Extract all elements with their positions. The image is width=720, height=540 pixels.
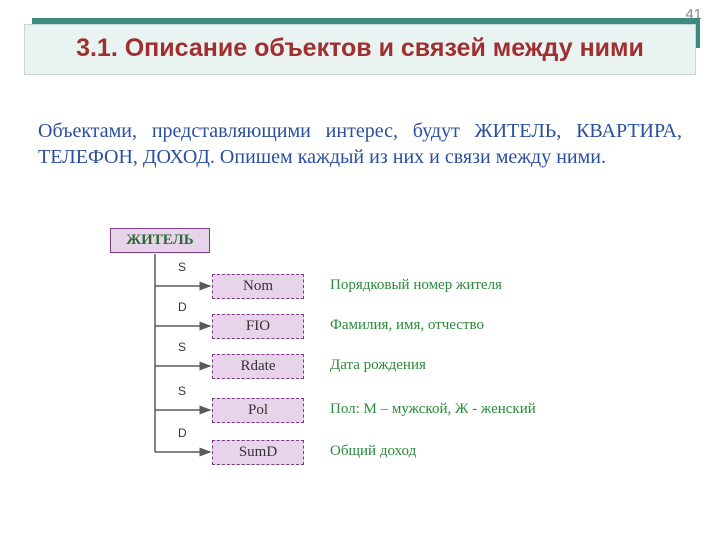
attribute-description: Фамилия, имя, отчество: [330, 317, 484, 334]
attribute-box: SumD: [212, 440, 304, 465]
attribute-box: Pol: [212, 398, 304, 423]
attribute-description: Дата рождения: [330, 357, 426, 374]
paragraph: Объектами, представляющими интерес, буду…: [38, 118, 682, 170]
attr-letter: S: [178, 384, 186, 398]
attribute-box: Nom: [212, 274, 304, 299]
slide-title: 3.1. Описание объектов и связей между ни…: [24, 24, 696, 75]
attribute-description: Общий доход: [330, 443, 416, 460]
entity-diagram: ЖИТЕЛЬ S Nom Порядковый номер жителя D FIO Фам…: [0, 226, 720, 526]
title-container: 3.1. Описание объектов и связей между ни…: [24, 24, 696, 75]
connector-lines: [0, 226, 720, 526]
attribute-description: Пол: М – мужской, Ж - женский: [330, 401, 536, 418]
attr-letter: D: [178, 426, 187, 440]
attribute-description: Порядковый номер жителя: [330, 277, 502, 294]
attribute-box: FIO: [212, 314, 304, 339]
attr-letter: D: [178, 300, 187, 314]
attr-letter: S: [178, 260, 186, 274]
attribute-box: Rdate: [212, 354, 304, 379]
attr-letter: S: [178, 340, 186, 354]
entity-box: ЖИТЕЛЬ: [110, 228, 210, 253]
